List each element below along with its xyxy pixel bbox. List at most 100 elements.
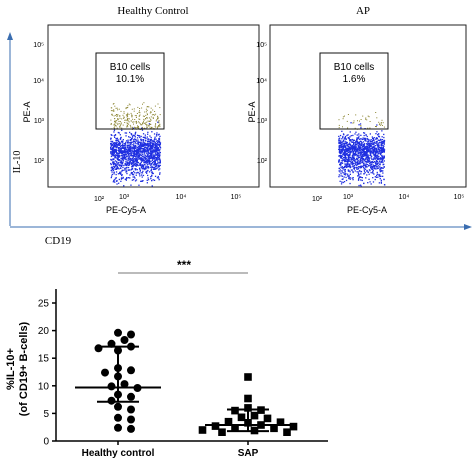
cell-event [159,147,162,149]
cell-event [139,153,141,156]
cell-event [131,163,133,165]
gated-cell-event [149,123,151,125]
gated-cell-event [359,120,360,122]
cell-event [349,150,351,152]
cell-event [369,145,371,148]
significance-stars: *** [177,258,191,272]
cell-event [155,135,158,137]
cell-event [340,175,342,177]
cell-event [148,142,150,144]
cell-event [151,164,153,166]
cell-event [110,144,112,146]
cell-event [124,151,126,154]
gated-cell-event [146,127,148,129]
cell-event [362,143,364,146]
cell-event [381,170,383,172]
cell-event [120,148,122,150]
cell-event [125,140,128,142]
cell-event [130,154,132,157]
cell-event [144,164,146,166]
cell-event [370,157,372,159]
cell-event [372,159,375,161]
cell-event [147,141,149,143]
cell-event [375,147,377,149]
cell-event [363,153,365,155]
cell-event [369,151,371,153]
cell-event [154,159,156,161]
cell-event [122,139,124,141]
cell-event [353,162,355,165]
cell-event [357,151,359,153]
cell-event [145,155,148,157]
cell-event [149,146,152,148]
cell-event [347,161,349,163]
data-point [127,415,135,424]
cell-event [355,140,357,142]
cell-event [120,165,123,167]
cell-event [141,147,143,149]
cell-event [365,148,367,150]
data-point [107,382,116,391]
gated-cell-event [376,117,378,119]
cell-event [140,154,142,156]
data-point [270,424,278,433]
y-tick-label: 5 [43,409,49,420]
cell-event [145,166,147,168]
cell-event [126,150,128,152]
gated-cell-event [344,115,345,117]
y-tick-label: 15 [38,354,50,365]
gated-cell-event [152,109,154,111]
cell-event [118,159,121,161]
cell-event [342,136,344,139]
cell-event [358,151,361,153]
gated-cell-event [125,119,127,121]
cell-event [373,137,375,139]
cell-event [140,150,142,152]
xlabel-healthy: PE-Cy5-A [106,205,146,215]
cell-event [112,164,115,166]
gated-cell-event [145,122,147,124]
cell-event [377,139,379,141]
cell-event [122,152,124,154]
cell-event [365,134,367,136]
cell-event [125,161,127,163]
cell-event [361,155,363,157]
cell-event [351,162,354,164]
cell-event [117,153,119,155]
gated-cell-event [123,117,125,119]
cell-event [159,135,161,137]
cell-event [147,179,150,181]
cell-event [152,147,154,149]
gated-cell-event [117,115,119,117]
cell-event [113,135,115,137]
cell-event [383,140,386,142]
gated-cell-event [150,119,152,121]
cell-event [147,140,149,142]
cell-event [380,151,382,153]
gated-cell-event [112,103,114,105]
cell-event [120,164,122,166]
cell-event [380,167,382,169]
cell-event [366,154,368,156]
cell-event [143,153,146,155]
cell-event [158,169,160,171]
cell-event [353,143,355,145]
cell-event [341,160,343,162]
gated-cell-event [352,122,354,124]
cell-event [128,177,130,179]
cell-event [159,143,161,146]
cell-event [339,134,342,137]
cell-event [353,139,355,141]
gated-cell-event [137,125,139,127]
cell-event [131,162,133,164]
cell-event [135,149,138,151]
gated-cell-event [157,118,159,120]
cell-event [148,147,151,149]
gated-cell-event [121,118,123,120]
cell-event [139,150,141,152]
cell-event [134,159,136,161]
gated-cell-event [139,118,141,120]
cell-event [155,165,157,167]
cell-event [131,167,133,170]
cell-event [345,141,348,143]
